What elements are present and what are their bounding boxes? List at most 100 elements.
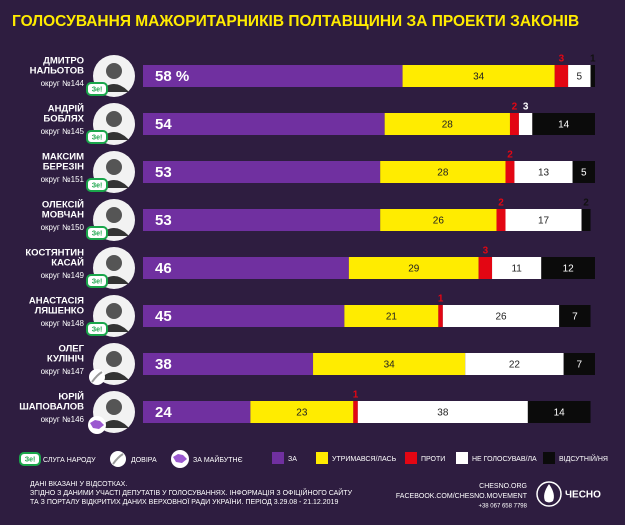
candidate-first-name: АНДРІЙ bbox=[48, 103, 84, 115]
bar-segment bbox=[250, 401, 354, 423]
candidate-district: округ №150 bbox=[41, 223, 85, 232]
bar-segment bbox=[572, 161, 595, 183]
value-label: 38 bbox=[155, 356, 172, 373]
bar-segment bbox=[581, 209, 591, 231]
bar-segment bbox=[559, 305, 591, 327]
value-label: 38 bbox=[437, 408, 449, 419]
legend-swatch bbox=[272, 452, 284, 464]
party-badge-text: Зе! bbox=[92, 134, 103, 141]
candidate-district: округ №148 bbox=[41, 319, 85, 328]
bar-segment bbox=[505, 161, 515, 183]
value-label: 5 bbox=[581, 168, 587, 179]
contact: CHESNO.ORG bbox=[479, 483, 527, 490]
party-badge-text: Зе! bbox=[92, 278, 103, 285]
candidate-last-name: ШАПОВАЛОВ bbox=[19, 402, 84, 413]
bar-segment bbox=[313, 353, 466, 375]
bar-segment bbox=[590, 65, 595, 87]
candidate-first-name: МАКСИМ bbox=[42, 152, 84, 163]
bar-segment bbox=[384, 113, 510, 135]
candidate-first-name: АНАСТАСІЯ bbox=[29, 296, 84, 307]
bar-segment bbox=[532, 113, 595, 135]
legend-swatch bbox=[405, 452, 417, 464]
footnote: ДАНІ ВКАЗАНІ У ВІДСОТКАХ. bbox=[30, 481, 127, 488]
candidate-last-name: ЛЯШЕНКО bbox=[35, 306, 84, 317]
photo-head bbox=[106, 159, 122, 175]
value-label: 12 bbox=[563, 264, 575, 275]
bar-segment bbox=[348, 257, 479, 279]
photo-head bbox=[106, 351, 122, 367]
bar-segment bbox=[143, 305, 345, 327]
bar-segment bbox=[465, 353, 564, 375]
candidate-last-name: КАСАЙ bbox=[51, 257, 84, 269]
value-label: 3 bbox=[523, 102, 529, 113]
bar-segment bbox=[357, 401, 528, 423]
candidate-last-name: БОБЛЯХ bbox=[43, 114, 84, 125]
party-badge bbox=[86, 130, 108, 144]
legend-swatch bbox=[456, 452, 468, 464]
value-label: 7 bbox=[572, 312, 578, 323]
photo-head bbox=[106, 255, 122, 271]
value-label: 1 bbox=[353, 390, 359, 401]
candidate-first-name: ДМИТРО bbox=[43, 56, 84, 67]
candidate-first-name: КОСТЯНТИН bbox=[25, 248, 84, 259]
value-label: 58 % bbox=[155, 68, 189, 85]
value-label: 46 bbox=[155, 260, 172, 277]
party-badge-text: Зе! bbox=[92, 230, 103, 237]
party-badge-icon bbox=[90, 420, 104, 429]
legend-label: ВІДСУТНІЙ/НЯ bbox=[559, 454, 608, 463]
legend-label: УТРИМАВСЯ/ЛАСЬ bbox=[332, 456, 397, 463]
logo-text: ЧЕСНО bbox=[565, 490, 601, 501]
photo-head bbox=[106, 399, 122, 415]
value-label: 11 bbox=[511, 264, 522, 275]
candidate-first-name: ЮРІЙ bbox=[58, 391, 84, 403]
bar-segment bbox=[353, 401, 358, 423]
candidate-last-name: БЕРЕЗІН bbox=[43, 162, 84, 173]
legend-swatch bbox=[316, 452, 328, 464]
candidate-district: округ №146 bbox=[41, 415, 85, 424]
bar-segment bbox=[380, 161, 506, 183]
value-label: 24 bbox=[155, 404, 172, 421]
bar-segment bbox=[541, 257, 595, 279]
value-label: 28 bbox=[442, 120, 454, 131]
party-badge-icon bbox=[91, 371, 103, 383]
bar-segment bbox=[505, 209, 582, 231]
value-label: 53 bbox=[155, 212, 172, 229]
candidate-district: округ №149 bbox=[41, 271, 85, 280]
chart-title: ГОЛОСУВАННЯ МАЖОРИТАРНИКІВ ПОЛТАВЩИНИ ЗА… bbox=[12, 13, 579, 30]
value-label: 54 bbox=[155, 116, 172, 133]
bar-segment bbox=[514, 161, 573, 183]
candidate-last-name: МОВЧАН bbox=[42, 210, 84, 221]
bar-segment bbox=[527, 401, 591, 423]
photo-head bbox=[106, 63, 122, 79]
candidate-last-name: КУЛІНІЧ bbox=[47, 354, 84, 365]
party-badge-text: Зе! bbox=[92, 182, 103, 189]
value-label: 29 bbox=[408, 264, 420, 275]
value-label: 17 bbox=[538, 216, 550, 227]
bar-segment bbox=[143, 401, 251, 423]
logo-garlic bbox=[544, 484, 554, 503]
bar-segment bbox=[143, 161, 381, 183]
value-label: 53 bbox=[155, 164, 172, 181]
bar-segment bbox=[143, 257, 349, 279]
candidate-first-name: ОЛЕКСІЙ bbox=[42, 199, 84, 211]
party-legend-label: ДОВІРА bbox=[131, 457, 157, 464]
party-badge-text: Зе! bbox=[92, 326, 103, 333]
photo-head bbox=[106, 111, 122, 127]
bar-segment bbox=[442, 305, 560, 327]
candidate-district: округ №151 bbox=[41, 175, 85, 184]
photo-head bbox=[106, 207, 122, 223]
party-badge-icon bbox=[112, 453, 124, 465]
party-badge bbox=[86, 226, 108, 240]
value-label: 2 bbox=[583, 198, 589, 209]
party-badge bbox=[19, 452, 41, 466]
photo-shoulders bbox=[99, 372, 129, 380]
footnote: ЗГІДНО З ДАНИМИ УЧАСТІ ДЕПУТАТІВ У ГОЛОС… bbox=[30, 488, 353, 497]
value-label: 28 bbox=[437, 168, 449, 179]
candidate-last-name: НАЛЬОТОВ bbox=[30, 66, 85, 77]
value-label: 14 bbox=[558, 120, 570, 131]
bar-segment bbox=[344, 305, 439, 327]
bar-segment bbox=[143, 65, 403, 87]
value-label: 22 bbox=[509, 360, 521, 371]
party-badge bbox=[86, 322, 108, 336]
